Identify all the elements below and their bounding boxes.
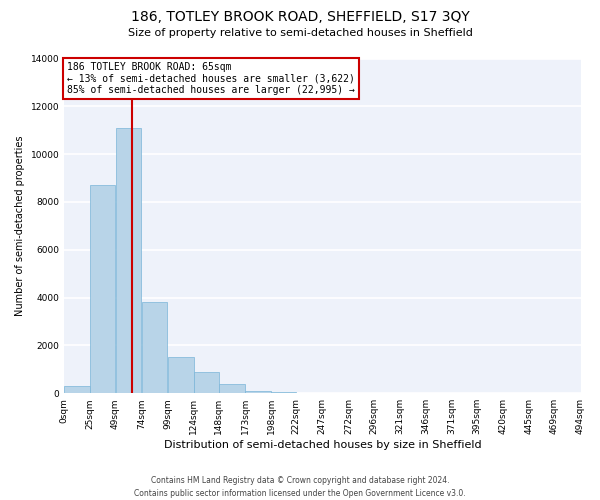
Bar (245, 391, 271, 393)
Text: Size of property relative to semi-detached houses in Sheffield: Size of property relative to semi-detach… (128, 28, 472, 38)
Bar (194, 372, 219, 393)
Title: 186, TOTLEY BROOK ROAD, SHEFFIELD, S17 3QY
Size of property relative to semi-det: 186, TOTLEY BROOK ROAD, SHEFFIELD, S17 3… (0, 499, 1, 500)
Bar (64, 386, 90, 393)
Bar (116, 128, 142, 393)
Text: 186, TOTLEY BROOK ROAD, SHEFFIELD, S17 3QY: 186, TOTLEY BROOK ROAD, SHEFFIELD, S17 3… (131, 10, 469, 24)
Bar (168, 358, 194, 393)
Text: 186 TOTLEY BROOK ROAD: 65sqm
← 13% of semi-detached houses are smaller (3,622)
8: 186 TOTLEY BROOK ROAD: 65sqm ← 13% of se… (67, 62, 355, 95)
X-axis label: Distribution of semi-detached houses by size in Sheffield: Distribution of semi-detached houses by … (164, 440, 481, 450)
Y-axis label: Number of semi-detached properties: Number of semi-detached properties (15, 136, 25, 316)
Bar (219, 384, 245, 393)
Bar (271, 392, 296, 393)
Bar (142, 302, 167, 393)
Text: Contains HM Land Registry data © Crown copyright and database right 2024.
Contai: Contains HM Land Registry data © Crown c… (134, 476, 466, 498)
Bar (91, 185, 115, 393)
